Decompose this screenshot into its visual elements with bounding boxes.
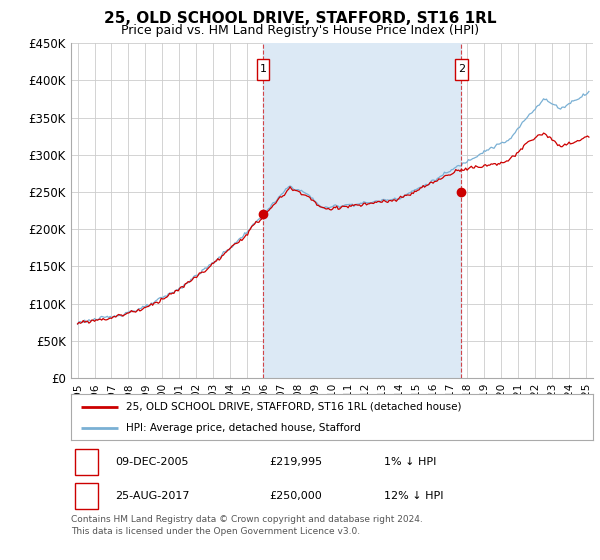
Text: 09-DEC-2005: 09-DEC-2005	[115, 457, 188, 467]
Text: 12% ↓ HPI: 12% ↓ HPI	[384, 491, 443, 501]
Text: 25, OLD SCHOOL DRIVE, STAFFORD, ST16 1RL (detached house): 25, OLD SCHOOL DRIVE, STAFFORD, ST16 1RL…	[125, 402, 461, 412]
Text: HPI: Average price, detached house, Stafford: HPI: Average price, detached house, Staf…	[125, 423, 361, 433]
Text: 25, OLD SCHOOL DRIVE, STAFFORD, ST16 1RL: 25, OLD SCHOOL DRIVE, STAFFORD, ST16 1RL	[104, 11, 496, 26]
FancyBboxPatch shape	[75, 449, 98, 475]
Text: £219,995: £219,995	[269, 457, 322, 467]
Text: 2: 2	[458, 64, 465, 74]
Text: 1: 1	[259, 64, 266, 74]
Text: 1: 1	[83, 457, 90, 467]
FancyBboxPatch shape	[455, 59, 468, 80]
Text: 25-AUG-2017: 25-AUG-2017	[115, 491, 190, 501]
Bar	[263, 43, 461, 378]
Text: 1% ↓ HPI: 1% ↓ HPI	[384, 457, 436, 467]
Text: Price paid vs. HM Land Registry's House Price Index (HPI): Price paid vs. HM Land Registry's House …	[121, 24, 479, 36]
Text: 2: 2	[83, 491, 90, 501]
FancyBboxPatch shape	[75, 483, 98, 509]
FancyBboxPatch shape	[257, 59, 269, 80]
Text: Contains HM Land Registry data © Crown copyright and database right 2024.
This d: Contains HM Land Registry data © Crown c…	[71, 515, 422, 536]
Text: £250,000: £250,000	[269, 491, 322, 501]
